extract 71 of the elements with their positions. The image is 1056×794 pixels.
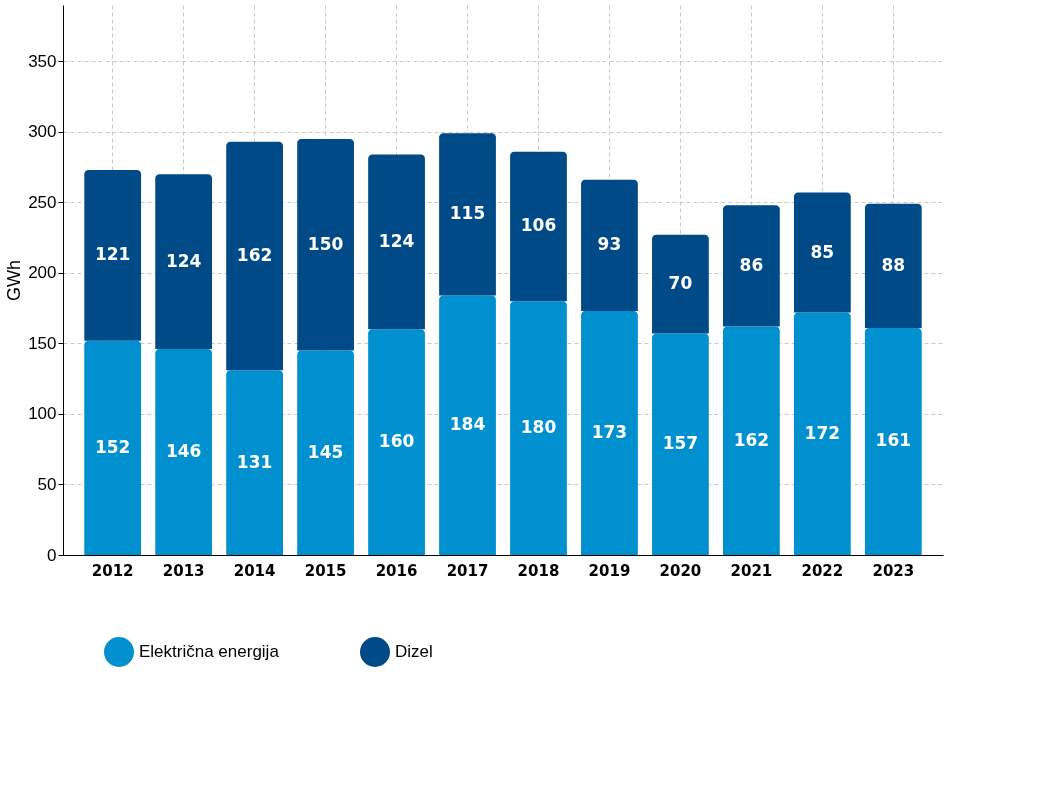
bar bbox=[439, 295, 496, 555]
y-tick-label: 200 bbox=[28, 263, 57, 283]
bar bbox=[84, 170, 142, 341]
x-tick-label: 2015 bbox=[304, 561, 347, 580]
bar bbox=[439, 133, 496, 296]
bar bbox=[368, 329, 425, 555]
data-label: 160 bbox=[378, 431, 415, 452]
data-label: 161 bbox=[875, 430, 912, 451]
y-tick-label: 300 bbox=[28, 122, 57, 142]
data-label: 86 bbox=[739, 254, 764, 275]
data-label: 115 bbox=[449, 203, 486, 224]
x-tick-label: 2012 bbox=[91, 561, 134, 580]
x-tick-label: 2018 bbox=[517, 561, 560, 580]
x-tick-label: 2013 bbox=[162, 561, 205, 580]
bar bbox=[297, 350, 354, 555]
data-label: 88 bbox=[881, 254, 906, 275]
x-tick-label: 2021 bbox=[730, 561, 773, 580]
legend-label: Dizel bbox=[395, 642, 433, 661]
bar bbox=[368, 154, 425, 330]
y-axis-title: GWh bbox=[4, 259, 25, 302]
bar bbox=[793, 312, 851, 555]
data-label: 180 bbox=[520, 417, 557, 438]
data-label: 162 bbox=[236, 245, 273, 266]
bar bbox=[723, 326, 780, 555]
data-label: 152 bbox=[94, 436, 131, 457]
bar bbox=[864, 327, 922, 555]
bar bbox=[652, 234, 709, 334]
data-label: 162 bbox=[733, 429, 770, 450]
data-label: 157 bbox=[662, 433, 699, 454]
bar bbox=[226, 141, 283, 371]
data-label: 106 bbox=[520, 215, 557, 236]
x-tick-label: 2020 bbox=[659, 561, 702, 580]
bar bbox=[226, 370, 283, 555]
y-tick-label: 350 bbox=[28, 51, 57, 71]
x-tick-label: 2016 bbox=[375, 561, 418, 580]
bar bbox=[652, 333, 709, 555]
y-tick-label: 100 bbox=[28, 404, 57, 424]
bar bbox=[581, 179, 638, 312]
y-tick-label: 150 bbox=[28, 333, 57, 353]
data-label: 131 bbox=[236, 451, 273, 472]
y-tick-label: 250 bbox=[28, 192, 57, 212]
x-tick-label: 2014 bbox=[233, 561, 276, 580]
legend-label: Električna energija bbox=[139, 642, 280, 661]
data-label: 172 bbox=[804, 422, 841, 443]
data-label: 124 bbox=[165, 250, 202, 271]
x-tick-label: 2022 bbox=[801, 561, 844, 580]
bar bbox=[581, 311, 638, 555]
x-tick-label: 2019 bbox=[588, 561, 631, 580]
y-tick-label: 0 bbox=[47, 545, 57, 565]
data-label: 146 bbox=[165, 441, 202, 462]
data-label: 150 bbox=[307, 233, 344, 254]
data-label: 70 bbox=[668, 273, 693, 294]
data-label: 173 bbox=[591, 422, 628, 443]
bar bbox=[297, 138, 354, 351]
bar bbox=[510, 301, 567, 555]
bar bbox=[510, 151, 567, 302]
data-label: 121 bbox=[94, 244, 131, 265]
bar bbox=[793, 192, 851, 313]
data-label: 85 bbox=[810, 241, 835, 262]
bar bbox=[155, 174, 213, 350]
bar bbox=[84, 340, 142, 555]
data-label: 184 bbox=[449, 414, 486, 435]
y-tick-label: 50 bbox=[37, 474, 57, 494]
data-label: 145 bbox=[307, 441, 344, 462]
x-tick-label: 2023 bbox=[872, 561, 915, 580]
bar bbox=[723, 205, 780, 327]
data-label: 124 bbox=[378, 230, 415, 251]
bar bbox=[864, 203, 922, 328]
bar bbox=[155, 349, 213, 555]
x-tick-label: 2017 bbox=[446, 561, 489, 580]
data-label: 93 bbox=[597, 234, 622, 255]
